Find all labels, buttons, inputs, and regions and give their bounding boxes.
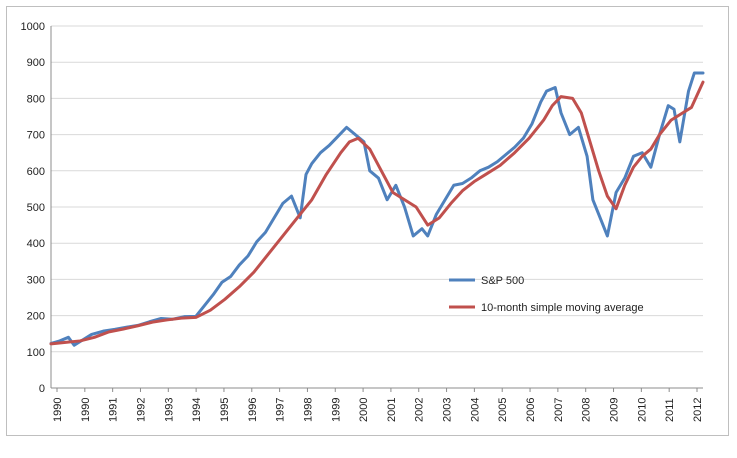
y-tick-label: 400 (27, 238, 45, 250)
y-tick-label: 500 (27, 202, 45, 214)
chart-frame: 0 100 200 300 400 500 600 700 800 900 1000 1990 1990… (6, 6, 729, 436)
x-tick-label: 2010 (636, 398, 648, 422)
y-tick-label: 800 (27, 93, 45, 105)
x-tick-label: 2005 (497, 398, 509, 422)
x-tick-label: 2009 (609, 398, 621, 422)
x-tick-label: 1993 (163, 398, 175, 422)
x-tick-label: 1999 (330, 398, 342, 422)
legend-label-moving-average: 10-month simple moving average (481, 302, 644, 314)
y-tick-label: 700 (27, 130, 45, 142)
x-tick-label: 2003 (442, 398, 454, 422)
y-tick-label: 300 (27, 274, 45, 286)
x-tick-label: 1997 (275, 398, 287, 422)
x-tick-label: 2002 (414, 398, 426, 422)
y-tick-label: 600 (27, 166, 45, 178)
x-tick-label: 2012 (692, 398, 704, 422)
x-tick-label: 2004 (469, 398, 481, 422)
x-tick-label: 1991 (108, 398, 120, 422)
x-tick-label: 2001 (386, 398, 398, 422)
x-tick-label: 2006 (525, 398, 537, 422)
x-tick-label: 2011 (664, 398, 676, 422)
x-tick-label: 1995 (219, 398, 231, 422)
x-tick-label: 1990 (80, 398, 92, 422)
x-tick-label: 1998 (302, 398, 314, 422)
y-tick-label: 0 (39, 383, 45, 395)
y-tick-label: 1000 (21, 21, 45, 33)
y-tick-label: 900 (27, 57, 45, 69)
x-tick-label: 2008 (581, 398, 593, 422)
x-tick-label: 1990 (52, 398, 64, 422)
legend-label-sp500: S&P 500 (481, 275, 524, 287)
x-tick-label: 1992 (135, 398, 147, 422)
line-chart: 0 100 200 300 400 500 600 700 800 900 1000 1990 1990… (21, 21, 705, 422)
x-tick-label: 1994 (191, 398, 203, 422)
series-line-moving-average (49, 80, 705, 346)
x-tick-label: 2007 (553, 398, 565, 422)
y-tick-label: 200 (27, 311, 45, 323)
x-tick-label: 2000 (358, 398, 370, 422)
x-tick-label: 1996 (247, 398, 259, 422)
y-tick-label: 100 (27, 347, 45, 359)
